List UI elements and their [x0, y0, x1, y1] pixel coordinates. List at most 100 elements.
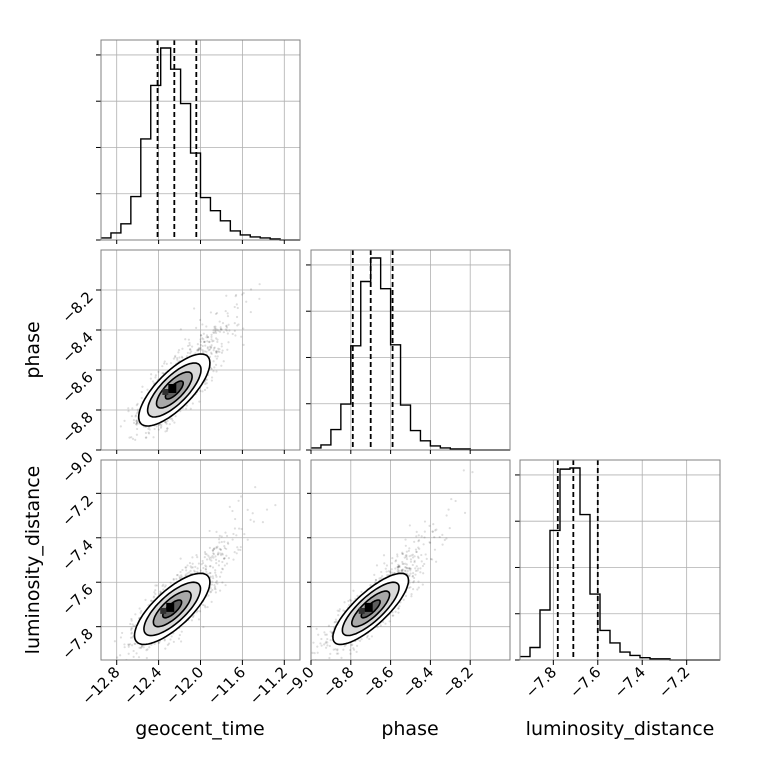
scatter-point — [214, 363, 218, 366]
scatter-point — [352, 647, 355, 650]
scatter-point — [135, 412, 139, 415]
scatter-point — [419, 571, 422, 574]
scatter-point — [177, 351, 180, 354]
scatter-point — [216, 553, 220, 556]
scatter-point — [130, 627, 133, 630]
scatter-point — [129, 622, 132, 626]
scatter-point — [402, 562, 405, 565]
scatter-point — [205, 336, 208, 339]
scatter-point — [408, 567, 411, 570]
scatter-point — [135, 419, 138, 423]
scatter-point — [130, 644, 134, 647]
scatter-point — [211, 588, 214, 592]
scatter-point — [180, 355, 184, 358]
tick-label-x: −9.0 — [279, 663, 317, 701]
scatter-point — [216, 582, 219, 585]
scatter-point — [214, 555, 217, 558]
scatter-point — [320, 644, 323, 647]
scatter-point — [389, 570, 392, 573]
scatter-point — [326, 637, 329, 641]
scatter-point — [352, 589, 355, 592]
y-axis-label-luminosity_distance: luminosity_distance — [22, 466, 44, 655]
scatter-point — [429, 541, 432, 544]
scatter-point — [160, 425, 163, 428]
scatter-point — [223, 540, 226, 543]
scatter-point — [348, 649, 352, 652]
density-peak — [166, 602, 175, 612]
scatter-point — [360, 590, 363, 593]
tick-label-x: −11.6 — [204, 663, 249, 708]
scatter-point — [147, 432, 151, 435]
scatter-point — [209, 587, 212, 590]
scatter-point — [213, 347, 216, 350]
scatter-point — [210, 556, 213, 559]
scatter-point — [335, 620, 338, 623]
scatter-point — [408, 555, 411, 558]
scatter-point — [222, 557, 226, 560]
scatter-point — [206, 386, 209, 389]
scatter-point — [176, 358, 179, 361]
scatter-point — [208, 529, 211, 533]
scatter-point — [218, 348, 221, 351]
scatter-point — [373, 573, 376, 576]
scatter-point — [137, 656, 141, 659]
scatter-point — [329, 630, 332, 633]
scatter-point — [227, 542, 230, 545]
scatter-point — [188, 344, 191, 347]
scatter-point — [195, 553, 198, 557]
scatter-point — [404, 566, 407, 569]
scatter-point — [212, 360, 215, 363]
scatter-point — [221, 322, 225, 325]
scatter-point — [129, 636, 133, 639]
panel-frame — [310, 249, 511, 451]
scatter-point — [211, 575, 214, 578]
scatter-point — [220, 351, 224, 354]
scatter-point — [123, 643, 126, 646]
scatter-point — [214, 569, 217, 572]
scatter-point — [350, 643, 353, 647]
scatter-point — [368, 637, 371, 641]
scatter-point — [410, 595, 413, 598]
scatter-point — [226, 312, 229, 315]
scatter-point — [338, 609, 341, 613]
scatter-point — [178, 576, 181, 580]
scatter-point — [158, 423, 161, 427]
scatter-point — [210, 379, 214, 382]
scatter-point — [135, 421, 138, 425]
scatter-point — [336, 609, 339, 612]
scatter-point — [99, 429, 101, 431]
scatter-point — [131, 627, 134, 630]
scatter-point — [408, 567, 412, 570]
scatter-point — [188, 571, 191, 574]
scatter-point — [226, 348, 229, 351]
scatter-point — [411, 556, 415, 559]
scatter-point — [237, 323, 240, 326]
scatter-point — [163, 585, 166, 588]
scatter-point — [175, 573, 179, 577]
scatter-point — [405, 563, 408, 566]
scatter-point — [196, 567, 199, 570]
scatter-point — [134, 415, 137, 418]
tick-label-y: −7.6 — [58, 580, 96, 618]
scatter-point — [136, 427, 139, 431]
scatter-point — [189, 407, 192, 410]
panel-frame — [310, 459, 511, 661]
scatter-point — [181, 568, 184, 572]
scatter-point — [165, 421, 168, 424]
scatter-point — [208, 556, 211, 559]
scatter-point — [235, 303, 238, 306]
scatter-point — [140, 396, 143, 400]
scatter-point — [127, 407, 130, 410]
scatter-point — [132, 624, 136, 628]
scatter-point — [418, 547, 421, 550]
scatter-point — [185, 569, 188, 572]
scatter-point — [462, 469, 465, 472]
scatter-point — [231, 538, 234, 541]
scatter-point — [387, 570, 390, 573]
scatter-point — [171, 419, 174, 422]
scatter-point — [235, 293, 238, 297]
scatter-point — [199, 389, 202, 393]
scatter-point — [132, 421, 136, 424]
scatter-point — [417, 567, 420, 570]
scatter-point — [254, 486, 257, 489]
